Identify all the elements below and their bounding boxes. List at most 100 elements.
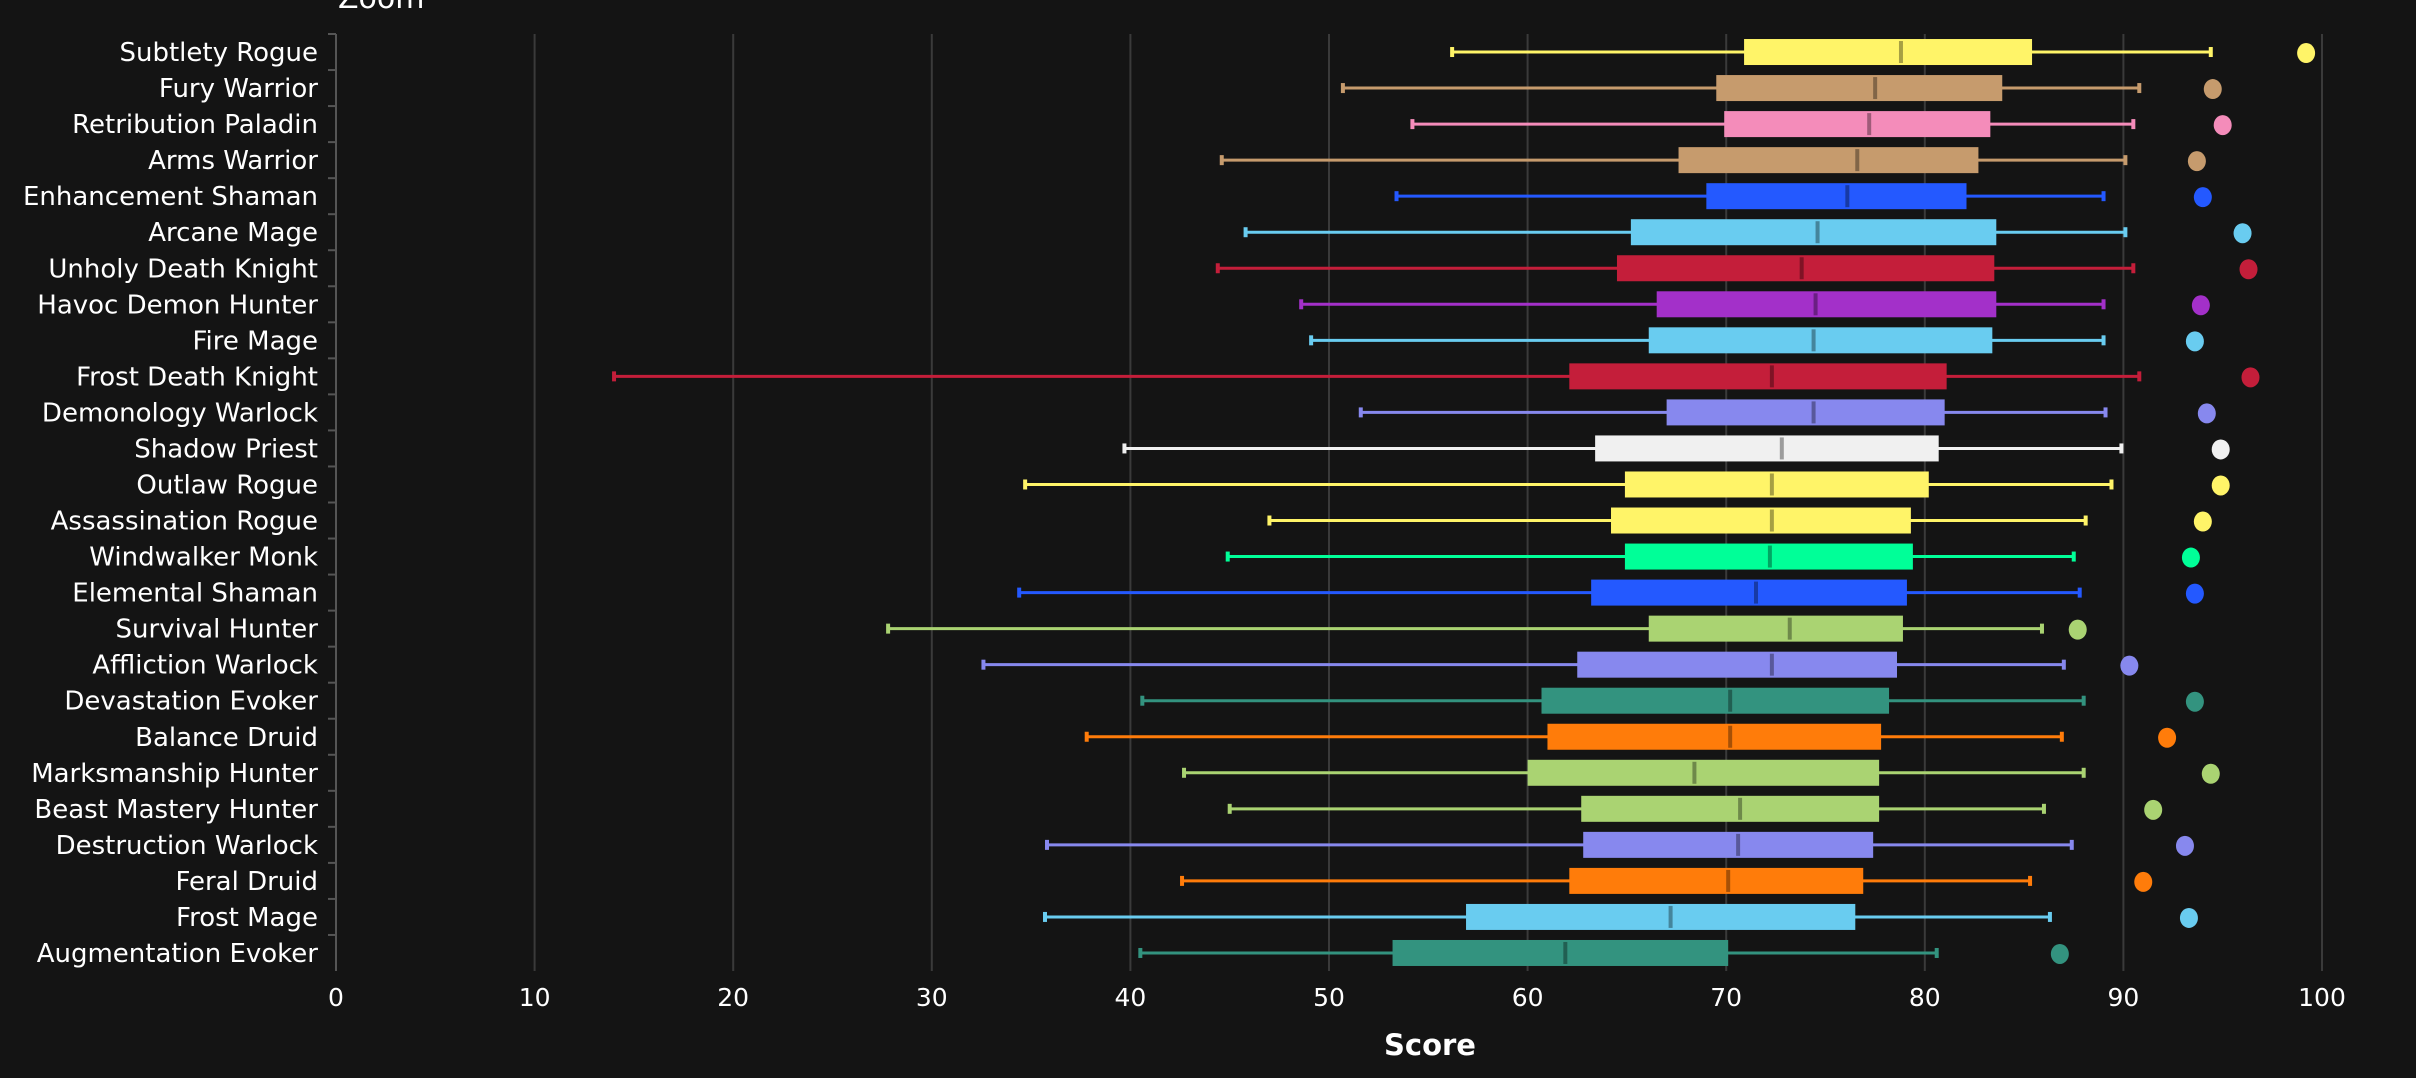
y-category-label: Survival Hunter: [116, 615, 319, 645]
y-category-label: Balance Druid: [135, 723, 318, 753]
outlier-point[interactable]: [2050, 943, 2069, 964]
outlier-point[interactable]: [2068, 619, 2087, 640]
y-category-label: Marksmanship Hunter: [31, 759, 318, 789]
iqr-box: [1547, 723, 1882, 750]
outlier-point[interactable]: [2211, 475, 2230, 496]
iqr-box: [1624, 543, 1913, 570]
y-category-label: Arms Warrior: [148, 146, 318, 176]
y-category-label: Devastation Evoker: [64, 687, 318, 717]
y-category-label: Unholy Death Knight: [48, 254, 318, 284]
y-category-label: Subtlety Rogue: [119, 38, 318, 68]
x-tick-label: 0: [328, 983, 344, 1012]
y-category-label: Frost Mage: [176, 903, 318, 933]
outlier-point[interactable]: [2185, 691, 2204, 712]
iqr-box: [1569, 867, 1864, 894]
box-fire-mage[interactable]: [1309, 327, 2204, 354]
box-augmentation-evoker[interactable]: [1138, 939, 2069, 966]
box-devastation-evoker[interactable]: [1140, 687, 2204, 714]
y-category-label: Fire Mage: [192, 326, 318, 356]
outlier-point[interactable]: [2233, 223, 2252, 244]
outlier-point[interactable]: [2213, 115, 2232, 136]
iqr-box: [1581, 795, 1880, 822]
outlier-point[interactable]: [2175, 835, 2194, 856]
iqr-box: [1611, 507, 1911, 534]
iqr-box: [1706, 183, 1967, 210]
box-subtlety-rogue[interactable]: [1450, 39, 2316, 66]
outlier-point[interactable]: [2211, 439, 2230, 460]
outlier-point[interactable]: [2185, 583, 2204, 604]
y-category-label: Windwalker Monk: [89, 543, 318, 573]
box-beast-mastery-hunter[interactable]: [1227, 795, 2163, 822]
box-havoc-demon-hunter[interactable]: [1299, 291, 2210, 318]
outlier-point[interactable]: [2187, 151, 2206, 172]
iqr-box: [1527, 759, 1880, 786]
x-tick-label: 80: [1909, 983, 1941, 1012]
x-tick-label: 90: [2107, 983, 2139, 1012]
box-windwalker-monk[interactable]: [1225, 543, 2200, 570]
x-tick-label: 70: [1710, 983, 1742, 1012]
y-category-label: Havoc Demon Hunter: [37, 290, 318, 320]
box-destruction-warlock[interactable]: [1044, 831, 2194, 858]
outlier-point[interactable]: [2297, 43, 2316, 64]
outlier-point[interactable]: [2193, 187, 2212, 208]
box-retribution-paladin[interactable]: [1410, 111, 2232, 138]
box-outlaw-rogue[interactable]: [1023, 471, 2230, 498]
box-arcane-mage[interactable]: [1243, 219, 2252, 246]
y-category-label: Outlaw Rogue: [136, 470, 318, 500]
x-axis-title: Score: [1384, 1028, 1476, 1062]
y-category-label: Fury Warrior: [159, 74, 318, 104]
box-assassination-rogue[interactable]: [1267, 507, 2212, 534]
box-shadow-priest[interactable]: [1122, 435, 2230, 462]
iqr-box: [1656, 291, 1997, 318]
box-survival-hunter[interactable]: [886, 615, 2087, 642]
outlier-point[interactable]: [2241, 367, 2260, 388]
box-affliction-warlock[interactable]: [981, 651, 2139, 678]
outlier-point[interactable]: [2144, 799, 2163, 820]
box-frost-death-knight[interactable]: [612, 363, 2260, 390]
y-axis: Subtlety Rogue Fury Warrior Retribution Pa…: [23, 33, 337, 971]
outlier-point[interactable]: [2185, 331, 2204, 352]
box-unholy-death-knight[interactable]: [1215, 255, 2258, 282]
outlier-point[interactable]: [2203, 79, 2222, 100]
outlier-point[interactable]: [2120, 655, 2139, 676]
zoom-label[interactable]: Zoom: [338, 0, 424, 16]
box-balance-druid[interactable]: [1084, 723, 2177, 750]
box-elemental-shaman[interactable]: [1017, 579, 2204, 606]
outlier-point[interactable]: [2158, 727, 2177, 748]
box-enhancement-shaman[interactable]: [1394, 183, 2212, 210]
outlier-point[interactable]: [2181, 547, 2200, 568]
iqr-box: [1678, 147, 1979, 174]
iqr-box: [1541, 687, 1890, 714]
iqr-box: [1466, 903, 1856, 930]
outlier-point[interactable]: [2179, 907, 2198, 928]
iqr-box: [1583, 831, 1874, 858]
box-frost-mage[interactable]: [1043, 903, 2198, 930]
outlier-point[interactable]: [2201, 763, 2220, 784]
y-category-label: Enhancement Shaman: [23, 182, 318, 212]
y-category-label: Frost Death Knight: [76, 362, 318, 392]
y-category-label: Assassination Rogue: [51, 507, 318, 537]
box-demonology-warlock[interactable]: [1358, 399, 2216, 426]
iqr-box: [1744, 39, 2033, 66]
y-category-label: Destruction Warlock: [56, 831, 318, 861]
outlier-point[interactable]: [2191, 295, 2210, 316]
y-category-label: Affliction Warlock: [92, 651, 318, 681]
outlier-point[interactable]: [2239, 259, 2258, 280]
y-category-label: Feral Druid: [175, 867, 318, 897]
box-arms-warrior[interactable]: [1219, 147, 2206, 174]
x-tick-label: 10: [519, 983, 551, 1012]
y-category-label: Augmentation Evoker: [37, 939, 319, 969]
y-category-label: Retribution Paladin: [72, 110, 318, 140]
outlier-point[interactable]: [2193, 511, 2212, 532]
box-fury-warrior[interactable]: [1340, 75, 2222, 102]
box-feral-druid[interactable]: [1180, 867, 2153, 894]
y-category-label: Arcane Mage: [148, 218, 318, 248]
y-category-label: Beast Mastery Hunter: [34, 795, 318, 825]
outlier-point[interactable]: [2197, 403, 2216, 424]
box-marksmanship-hunter[interactable]: [1182, 759, 2220, 786]
x-tick-label: 100: [2298, 983, 2346, 1012]
outlier-point[interactable]: [2134, 871, 2153, 892]
iqr-box: [1666, 399, 1945, 426]
y-category-label: Elemental Shaman: [72, 579, 318, 609]
iqr-box: [1577, 651, 1897, 678]
